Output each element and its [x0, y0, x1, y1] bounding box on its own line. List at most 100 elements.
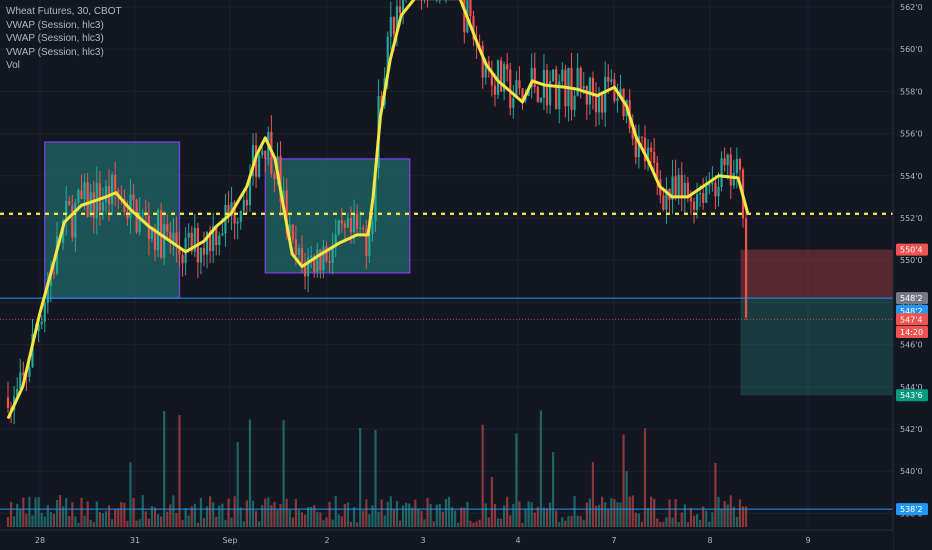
candle-body: [607, 76, 610, 82]
candle-body: [597, 94, 601, 113]
candle-body: [294, 239, 297, 256]
volume-bar: [503, 505, 506, 527]
volume-bar: [163, 411, 166, 527]
legend-indicator-vol[interactable]: Vol: [6, 60, 20, 71]
take-profit-zone[interactable]: [740, 298, 908, 396]
horizontal-levels[interactable]: [0, 212, 893, 510]
volume-bar: [209, 496, 212, 527]
candle-body: [717, 186, 720, 197]
volume-bar: [509, 515, 512, 527]
volume-bar: [619, 502, 622, 527]
volume-bar: [224, 520, 227, 527]
volume-bar: [564, 520, 567, 527]
price-tag-3: [896, 313, 928, 326]
volume-bar: [662, 521, 665, 527]
volume-bar: [239, 507, 242, 527]
candle-body: [205, 231, 209, 255]
candle-body: [481, 45, 484, 78]
volume-bar: [555, 510, 558, 527]
price-tag-label-0: 550'4: [900, 246, 923, 255]
volume-bar: [313, 505, 316, 527]
price-axis[interactable]: 538'0540'0542'0544'0546'0548'0550'0552'0…: [892, 0, 932, 550]
candle-body: [313, 255, 316, 272]
volume-bar: [401, 505, 405, 527]
candle-body: [37, 324, 40, 332]
volume-bar: [199, 497, 203, 527]
candle-body: [98, 183, 101, 211]
candle-body: [686, 182, 689, 197]
candle-body: [386, 36, 389, 79]
candle-body: [680, 174, 683, 197]
candle-body: [129, 194, 132, 219]
candle-body: [582, 86, 585, 89]
volume-bar: [732, 506, 735, 527]
candle-body: [273, 173, 276, 180]
volume-bar: [450, 507, 454, 527]
candle-body: [720, 158, 723, 187]
legend-indicator-vwap-1[interactable]: VWAP (Session, hlc3): [6, 19, 104, 31]
candle-body: [729, 154, 732, 186]
candle-body: [114, 174, 117, 191]
price-tag-label-2: 548'2: [900, 307, 923, 316]
candle-body: [328, 261, 331, 263]
volume-bar: [144, 511, 147, 527]
volume-bar: [720, 509, 723, 527]
candle-body: [239, 210, 242, 222]
volume-bar: [435, 504, 438, 527]
volume-bar: [34, 497, 37, 527]
candle-body: [702, 193, 705, 203]
volume-bar: [414, 499, 417, 527]
time-axis[interactable]: 28 31 Sep 2 3 4 7 8 9: [0, 529, 893, 550]
volume-bar: [717, 496, 720, 527]
volume-bar: [496, 518, 500, 527]
volume-bar: [515, 433, 518, 527]
candle-body: [512, 98, 515, 108]
short-position-tool[interactable]: [740, 249, 908, 396]
candle-body: [735, 158, 738, 174]
volume-bar: [181, 520, 184, 527]
volume-bar: [334, 495, 337, 527]
volume-bar: [218, 505, 221, 527]
candle-body: [193, 227, 196, 252]
volume-bar: [380, 499, 383, 527]
candle-body: [251, 145, 255, 176]
volume-bar: [316, 511, 319, 527]
stop-loss-zone[interactable]: [740, 249, 908, 299]
candle-body: [539, 97, 542, 103]
candle-body: [744, 218, 748, 318]
volume-bar: [126, 520, 129, 527]
candle-body: [561, 69, 564, 82]
legend-indicator-vwap-2[interactable]: VWAP (Session, hlc3): [6, 33, 104, 44]
volume-bar: [683, 504, 686, 527]
candle-body: [469, 0, 472, 17]
volume-bar: [447, 496, 451, 527]
volume-bar: [506, 496, 509, 527]
candle-body: [199, 247, 203, 263]
volume-bar: [738, 499, 742, 527]
volume-bar: [120, 501, 123, 527]
volume-bar: [558, 521, 561, 527]
volume-bar: [677, 521, 680, 527]
candle-body: [380, 96, 383, 106]
volume-bar: [242, 521, 245, 527]
volume-bar: [604, 502, 607, 527]
candle-body: [365, 229, 368, 256]
candle-body: [699, 193, 702, 195]
legend-title: Wheat Futures, 30, CBOT: [6, 6, 122, 17]
volume-bar: [254, 510, 258, 527]
volume-bar: [22, 497, 25, 527]
volume-bar: [484, 503, 487, 527]
candle-body: [594, 96, 598, 113]
candle-body: [640, 136, 644, 138]
volume-bar: [650, 496, 653, 527]
candle-body: [343, 223, 346, 228]
candle-body: [634, 138, 637, 158]
legend-indicator-vwap-3[interactable]: VWAP (Session, hlc3): [6, 46, 104, 58]
time-tick-label: 4: [515, 536, 520, 545]
candle-body: [521, 88, 524, 101]
volume-bar: [95, 501, 98, 527]
candle-body: [163, 224, 166, 258]
candle-body: [463, 0, 466, 33]
candle-body: [555, 69, 558, 110]
